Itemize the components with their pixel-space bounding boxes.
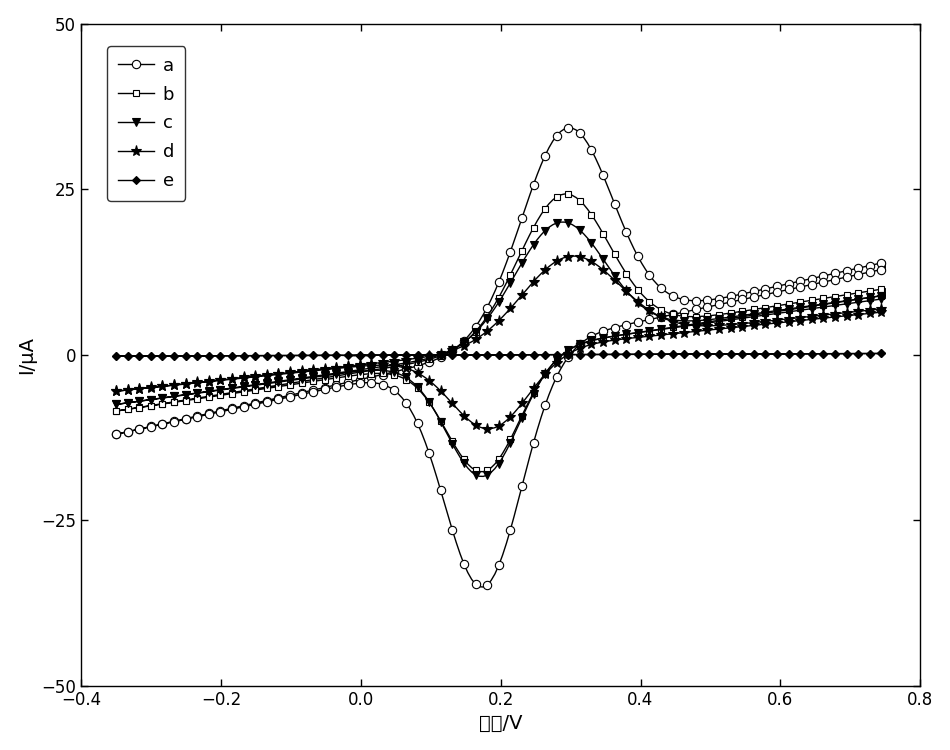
b [725, 308, 736, 317]
e [528, 350, 540, 359]
Legend: a, b, c, d, e: a, b, c, d, e [107, 46, 185, 201]
a [678, 308, 690, 316]
c [725, 313, 736, 322]
a [295, 388, 307, 398]
Line: a: a [112, 124, 889, 591]
a [528, 438, 540, 447]
c [617, 281, 628, 290]
d [482, 424, 493, 433]
a [478, 583, 489, 592]
c [536, 376, 547, 385]
e [110, 352, 122, 361]
c [528, 389, 540, 398]
b [295, 377, 307, 386]
b [678, 321, 690, 330]
b [110, 406, 122, 416]
b [536, 375, 547, 384]
a [617, 218, 628, 227]
d [617, 283, 628, 292]
b [617, 262, 628, 272]
e [880, 349, 891, 358]
d [725, 320, 736, 329]
Line: e: e [113, 351, 888, 359]
a [725, 292, 736, 301]
e [110, 352, 122, 361]
d [110, 387, 122, 396]
c [295, 374, 307, 382]
a [110, 430, 122, 439]
a [110, 430, 122, 439]
d [678, 328, 690, 337]
c [110, 400, 122, 409]
Line: d: d [110, 251, 891, 434]
d [295, 367, 307, 376]
c [678, 322, 690, 331]
e [536, 350, 547, 359]
b [559, 190, 570, 199]
b [478, 467, 489, 476]
c [110, 400, 122, 409]
Line: b: b [112, 190, 888, 475]
d [536, 374, 547, 383]
Y-axis label: I/μA: I/μA [17, 336, 36, 374]
a [536, 413, 547, 422]
d [566, 251, 578, 260]
Line: c: c [112, 218, 889, 481]
c [559, 217, 570, 226]
e [613, 350, 624, 359]
c [478, 472, 489, 481]
b [110, 406, 122, 416]
a [562, 123, 574, 132]
d [528, 384, 540, 393]
b [528, 388, 540, 398]
e [295, 351, 307, 360]
d [110, 387, 122, 396]
e [678, 350, 690, 358]
X-axis label: 电压/V: 电压/V [479, 714, 522, 734]
e [721, 350, 732, 358]
